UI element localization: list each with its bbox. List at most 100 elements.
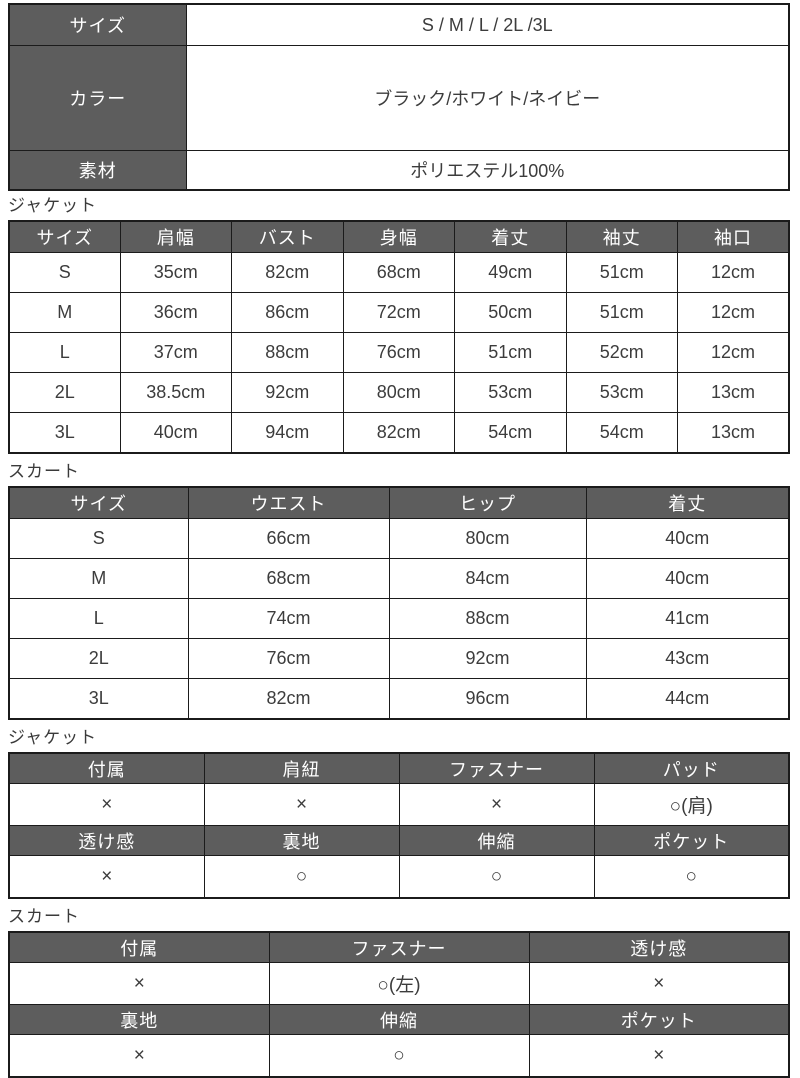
size-cell: 2L: [8, 372, 121, 413]
detail-header-pocket: ポケット: [528, 1004, 790, 1035]
spec-row-size: サイズ S / M / L / 2L /3L: [8, 3, 790, 46]
measure-cell: 36cm: [119, 292, 232, 333]
jacket-size-header-row: サイズ 肩幅 バスト 身幅 着丈 袖丈 袖口: [8, 220, 790, 253]
detail-value: ○: [398, 855, 595, 899]
measure-cell: 54cm: [454, 412, 567, 454]
col-header-cuff: 袖口: [677, 220, 790, 253]
measure-cell: 72cm: [342, 292, 455, 333]
detail-value: ×: [203, 783, 400, 826]
table-row: 2L 76cm 92cm 43cm: [8, 638, 790, 679]
measure-cell: 82cm: [231, 252, 344, 293]
measure-cell: 43cm: [585, 638, 790, 679]
measure-cell: 44cm: [585, 678, 790, 720]
measure-cell: 66cm: [187, 518, 390, 559]
measure-cell: 80cm: [342, 372, 455, 413]
table-row: M 36cm 86cm 72cm 50cm 51cm 12cm: [8, 292, 790, 333]
detail-header-stretch: 伸縮: [398, 825, 595, 856]
measure-cell: 92cm: [388, 638, 587, 679]
col-header-sleeve-length: 袖丈: [565, 220, 678, 253]
skirt-size-table: サイズ ウエスト ヒップ 着丈 S 66cm 80cm 40cm M 68cm …: [8, 486, 790, 720]
jacket-size-table: サイズ 肩幅 バスト 身幅 着丈 袖丈 袖口 S 35cm 82cm 68cm …: [8, 220, 790, 454]
skirt-details-value-row-1: × ○(左) ×: [8, 962, 790, 1005]
measure-cell: 88cm: [388, 598, 587, 639]
detail-value: ○: [593, 855, 790, 899]
col-header-hip: ヒップ: [388, 486, 587, 519]
table-row: S 35cm 82cm 68cm 49cm 51cm 12cm: [8, 252, 790, 293]
detail-value: ○: [203, 855, 400, 899]
skirt-size-section-label: スカート: [8, 462, 80, 481]
measure-cell: 13cm: [677, 412, 790, 454]
jacket-details-value-row-2: × ○ ○ ○: [8, 855, 790, 899]
measure-cell: 76cm: [187, 638, 390, 679]
measure-cell: 94cm: [231, 412, 344, 454]
measure-cell: 51cm: [454, 332, 567, 373]
detail-header-zipper: ファスナー: [398, 752, 595, 784]
measure-cell: 74cm: [187, 598, 390, 639]
col-header-size: サイズ: [8, 220, 121, 253]
measure-cell: 38.5cm: [119, 372, 232, 413]
measure-cell: 84cm: [388, 558, 587, 599]
measure-cell: 37cm: [119, 332, 232, 373]
spec-label-size: サイズ: [8, 3, 187, 46]
measure-cell: 82cm: [342, 412, 455, 454]
measure-cell: 92cm: [231, 372, 344, 413]
spec-label-material: 素材: [8, 150, 187, 191]
spec-value-material: ポリエステル100%: [185, 150, 790, 191]
table-row: 2L 38.5cm 92cm 80cm 53cm 53cm 13cm: [8, 372, 790, 413]
detail-value: ×: [8, 962, 270, 1005]
skirt-size-header-row: サイズ ウエスト ヒップ 着丈: [8, 486, 790, 519]
detail-value: ×: [8, 855, 205, 899]
size-cell: L: [8, 332, 121, 373]
spec-row-material: 素材 ポリエステル100%: [8, 150, 790, 191]
measure-cell: 51cm: [565, 292, 678, 333]
col-header-waist: ウエスト: [187, 486, 390, 519]
size-cell: M: [8, 292, 121, 333]
col-header-bust: バスト: [231, 220, 344, 253]
spec-label-color: カラー: [8, 45, 187, 151]
measure-cell: 50cm: [454, 292, 567, 333]
measure-cell: 80cm: [388, 518, 587, 559]
detail-value: ×: [528, 1034, 790, 1078]
col-header-width: 身幅: [342, 220, 455, 253]
size-cell: 3L: [8, 678, 189, 720]
detail-value: ○(肩): [593, 783, 790, 826]
detail-header-accessory: 付属: [8, 931, 270, 963]
col-header-shoulder: 肩幅: [119, 220, 232, 253]
size-cell: S: [8, 518, 189, 559]
detail-value: ○(左): [268, 962, 530, 1005]
measure-cell: 53cm: [454, 372, 567, 413]
measure-cell: 86cm: [231, 292, 344, 333]
detail-header-lining: 裏地: [203, 825, 400, 856]
jacket-details-value-row-1: × × × ○(肩): [8, 783, 790, 826]
detail-header-zipper: ファスナー: [268, 931, 530, 963]
measure-cell: 68cm: [342, 252, 455, 293]
size-cell: 2L: [8, 638, 189, 679]
measure-cell: 51cm: [565, 252, 678, 293]
measure-cell: 12cm: [677, 252, 790, 293]
detail-value: ×: [8, 1034, 270, 1078]
table-row: L 74cm 88cm 41cm: [8, 598, 790, 639]
product-spec-table: サイズ S / M / L / 2L /3L カラー ブラック/ホワイト/ネイビ…: [8, 3, 790, 191]
skirt-details-header-row-1: 付属 ファスナー 透け感: [8, 931, 790, 963]
table-row: 3L 40cm 94cm 82cm 54cm 54cm 13cm: [8, 412, 790, 454]
jacket-details-header-row-1: 付属 肩紐 ファスナー パッド: [8, 752, 790, 784]
size-cell: M: [8, 558, 189, 599]
size-cell: L: [8, 598, 189, 639]
detail-header-lining: 裏地: [8, 1004, 270, 1035]
jacket-size-section-label: ジャケット: [8, 196, 98, 215]
spec-row-color: カラー ブラック/ホワイト/ネイビー: [8, 45, 790, 151]
measure-cell: 12cm: [677, 292, 790, 333]
table-row: M 68cm 84cm 40cm: [8, 558, 790, 599]
col-header-length: 着丈: [454, 220, 567, 253]
detail-header-sheerness: 透け感: [528, 931, 790, 963]
measure-cell: 13cm: [677, 372, 790, 413]
jacket-details-table: 付属 肩紐 ファスナー パッド × × × ○(肩) 透け感 裏地 伸縮 ポケッ…: [8, 752, 790, 899]
skirt-details-table: 付属 ファスナー 透け感 × ○(左) × 裏地 伸縮 ポケット × ○ ×: [8, 931, 790, 1078]
size-cell: 3L: [8, 412, 121, 454]
measure-cell: 76cm: [342, 332, 455, 373]
table-row: S 66cm 80cm 40cm: [8, 518, 790, 559]
measure-cell: 35cm: [119, 252, 232, 293]
table-row: L 37cm 88cm 76cm 51cm 52cm 12cm: [8, 332, 790, 373]
detail-header-accessory: 付属: [8, 752, 205, 784]
detail-value: ×: [8, 783, 205, 826]
